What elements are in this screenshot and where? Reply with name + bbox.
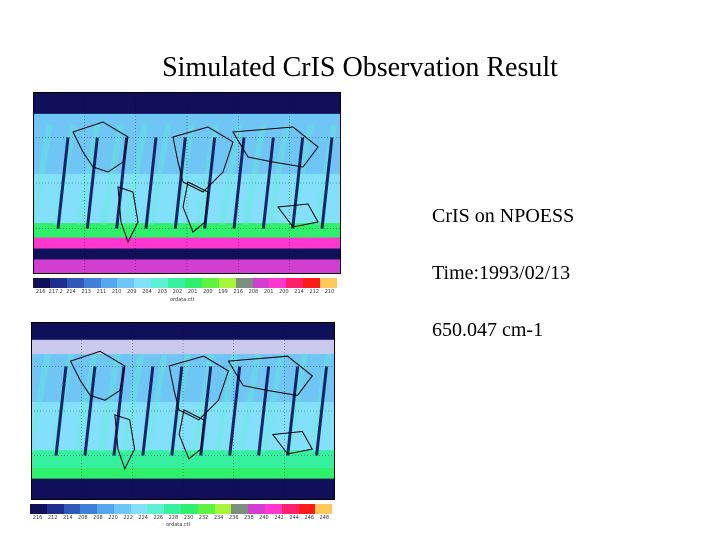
- colorbar-bottom-swatch: [80, 504, 98, 514]
- simulated-map-top: [33, 92, 341, 274]
- colorbar-bottom-swatch: [248, 504, 265, 514]
- colorbar-top-swatch: [286, 278, 304, 288]
- colorbar-top-tick-label: 200: [203, 289, 213, 295]
- colorbar-top-tick-label: 212: [309, 289, 320, 295]
- colorbar-bottom-swatch: [97, 504, 114, 514]
- colorbar-top-swatch: [49, 278, 67, 288]
- colorbar-top-swatch: [83, 278, 101, 288]
- colorbar-bottom-tick-label: 214: [62, 515, 73, 521]
- colorbar-top-swatch: [185, 278, 202, 288]
- colorbar-bottom-swatch: [298, 504, 316, 514]
- colorbar-bottom-swatch: [197, 504, 215, 514]
- colorbar-top-ticks: 216 217.2 214 213 211 210 209 204 203 202 201 200 19…: [33, 289, 337, 295]
- colorbar-bottom-swatch: [46, 504, 64, 514]
- colorbar-bottom-tick-label: 228: [168, 515, 179, 521]
- colorbar-top-swatch: [100, 278, 118, 288]
- colorbar-bottom-tick-label: 248: [319, 515, 330, 521]
- colorbar-top-tick-label: 199: [218, 289, 228, 295]
- colorbar-top-swatch: [33, 278, 50, 288]
- colorbar-top: [33, 278, 338, 288]
- colorbar-top-swatch: [151, 278, 169, 288]
- colorbar-top-tick-label: 216: [35, 289, 46, 295]
- colorbar-bottom-tick-label: 220: [108, 515, 118, 521]
- colorbar-bottom-swatch: [181, 504, 198, 514]
- colorbar-top-tick-label: 214: [66, 289, 76, 295]
- colorbar-top-swatch: [117, 278, 135, 288]
- colorbar-top-swatch: [201, 278, 219, 288]
- colorbar-bottom-tick-label: 216: [32, 515, 43, 521]
- colorbar-top-swatch: [66, 278, 84, 288]
- colorbar-top-tick-label: 213: [81, 289, 91, 295]
- colorbar-bottom-tick-label: 208: [93, 515, 103, 521]
- colorbar-bottom-tick-label: 212: [47, 515, 58, 521]
- colorbar-bottom-tick-label: 232: [198, 515, 209, 521]
- slide-title: Simulated CrIS Observation Result: [162, 52, 558, 83]
- colorbar-bottom-swatch: [281, 504, 299, 514]
- colorbar-bottom-label: ordata.ctl: [166, 522, 190, 528]
- colorbar-bottom-tick-label: 230: [183, 515, 194, 521]
- colorbar-bottom-swatch: [264, 504, 282, 514]
- colorbar-bottom-swatch: [231, 504, 249, 514]
- colorbar-bottom-tick-label: 222: [123, 515, 133, 521]
- colorbar-bottom-swatch: [147, 504, 165, 514]
- colorbar-bottom-swatch: [164, 504, 182, 514]
- colorbar-bottom-swatch: [315, 504, 333, 514]
- colorbar-bottom-tick-label: 242: [274, 515, 284, 521]
- colorbar-bottom-swatch: [63, 504, 81, 514]
- colorbar-bottom-tick-label: 226: [153, 515, 164, 521]
- colorbar-top-swatch: [269, 278, 287, 288]
- colorbar-top-tick-label: 204: [142, 289, 152, 295]
- colorbar-bottom-swatch: [113, 504, 131, 514]
- colorbar-top-tick-label: 209: [127, 289, 137, 295]
- colorbar-bottom-swatch: [214, 504, 232, 514]
- colorbar-bottom-tick-label: 224: [138, 515, 148, 521]
- colorbar-top-swatch: [218, 278, 236, 288]
- colorbar-bottom-tick-label: 240: [259, 515, 269, 521]
- simulated-map-bottom: [31, 322, 335, 500]
- colorbar-top-tick-label: 210: [324, 289, 335, 295]
- colorbar-top-swatch: [320, 278, 338, 288]
- colorbar-top-tick-label: 210: [111, 289, 122, 295]
- colorbar-bottom-tick-label: 236: [228, 515, 239, 521]
- colorbar-top-tick-label: 203: [157, 289, 167, 295]
- colorbar-top-tick-label: 214: [294, 289, 304, 295]
- colorbar-top-label: ordata.ctl: [170, 297, 194, 303]
- colorbar-top-tick-label: 217.2: [48, 289, 63, 295]
- colorbar-top-swatch: [168, 278, 186, 288]
- wavenumber-label: 650.047 cm-1: [432, 319, 544, 341]
- colorbar-top-tick-label: 211: [96, 289, 107, 295]
- colorbar-top-tick-label: 201: [187, 289, 198, 295]
- colorbar-top-swatch: [134, 278, 152, 288]
- colorbar-bottom-tick-label: 234: [213, 515, 224, 521]
- colorbar-bottom-tick-label: 208: [78, 515, 88, 521]
- colorbar-bottom: [30, 504, 333, 514]
- colorbar-top-swatch: [303, 278, 321, 288]
- colorbar-top-tick-label: 208: [248, 289, 259, 295]
- colorbar-top-swatch: [235, 278, 253, 288]
- colorbar-bottom-tick-label: 238: [244, 515, 254, 521]
- colorbar-top-swatch: [252, 278, 270, 288]
- colorbar-bottom-swatch: [130, 504, 148, 514]
- colorbar-top-tick-label: 202: [172, 289, 183, 295]
- colorbar-top-tick-label: 216: [233, 289, 244, 295]
- colorbar-bottom-tick-label: 244: [289, 515, 299, 521]
- colorbar-bottom-swatch: [30, 504, 47, 514]
- time-label: Time:1993/02/13: [432, 262, 571, 284]
- colorbar-top-tick-label: 200: [279, 289, 289, 295]
- colorbar-bottom-tick-label: 246: [304, 515, 314, 521]
- colorbar-top-tick-label: 201: [263, 289, 274, 295]
- colorbar-bottom-ticks: 216 212 214 208 208 220 222 224 226 228 230 232 234 2…: [30, 515, 332, 521]
- instrument-label: CrIS on NPOESS: [432, 205, 575, 227]
